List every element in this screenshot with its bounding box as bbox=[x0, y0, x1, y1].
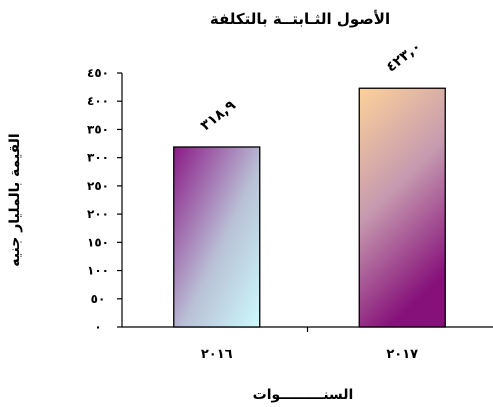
y-tick-label: ٢٥٠ bbox=[87, 179, 109, 193]
y-tick-label: ٣٠٠ bbox=[87, 151, 109, 165]
y-tick-label: ٢٠٠ bbox=[87, 207, 109, 221]
y-tick-label: ٥٠ bbox=[91, 292, 106, 306]
x-tick-label: ٢٠١٧ bbox=[386, 347, 418, 362]
x-axis-label: السنـــــــــوات bbox=[253, 387, 354, 403]
y-tick-label: ٣٥٠ bbox=[87, 122, 109, 136]
y-axis-label: القيمة بالمليار جنيه bbox=[7, 133, 23, 266]
bar-1 bbox=[173, 146, 261, 328]
y-tick-label: ٤٥٠ bbox=[87, 66, 109, 80]
y-tick-label: ٤٠٠ bbox=[87, 94, 109, 108]
x-tick-label: ٢٠١٦ bbox=[201, 347, 233, 362]
bar-2 bbox=[358, 87, 446, 328]
chart-title: الأصول الثـابتــة بالتكلفة bbox=[210, 10, 390, 28]
y-tick-label: ١٠٠ bbox=[87, 264, 109, 278]
data-label: ٤٢٣,٠ bbox=[383, 39, 424, 76]
y-tick-label: ١٥٠ bbox=[87, 235, 109, 249]
data-label: ٣١٨,٩ bbox=[198, 97, 239, 134]
y-tick-label: ٠ bbox=[94, 320, 101, 334]
